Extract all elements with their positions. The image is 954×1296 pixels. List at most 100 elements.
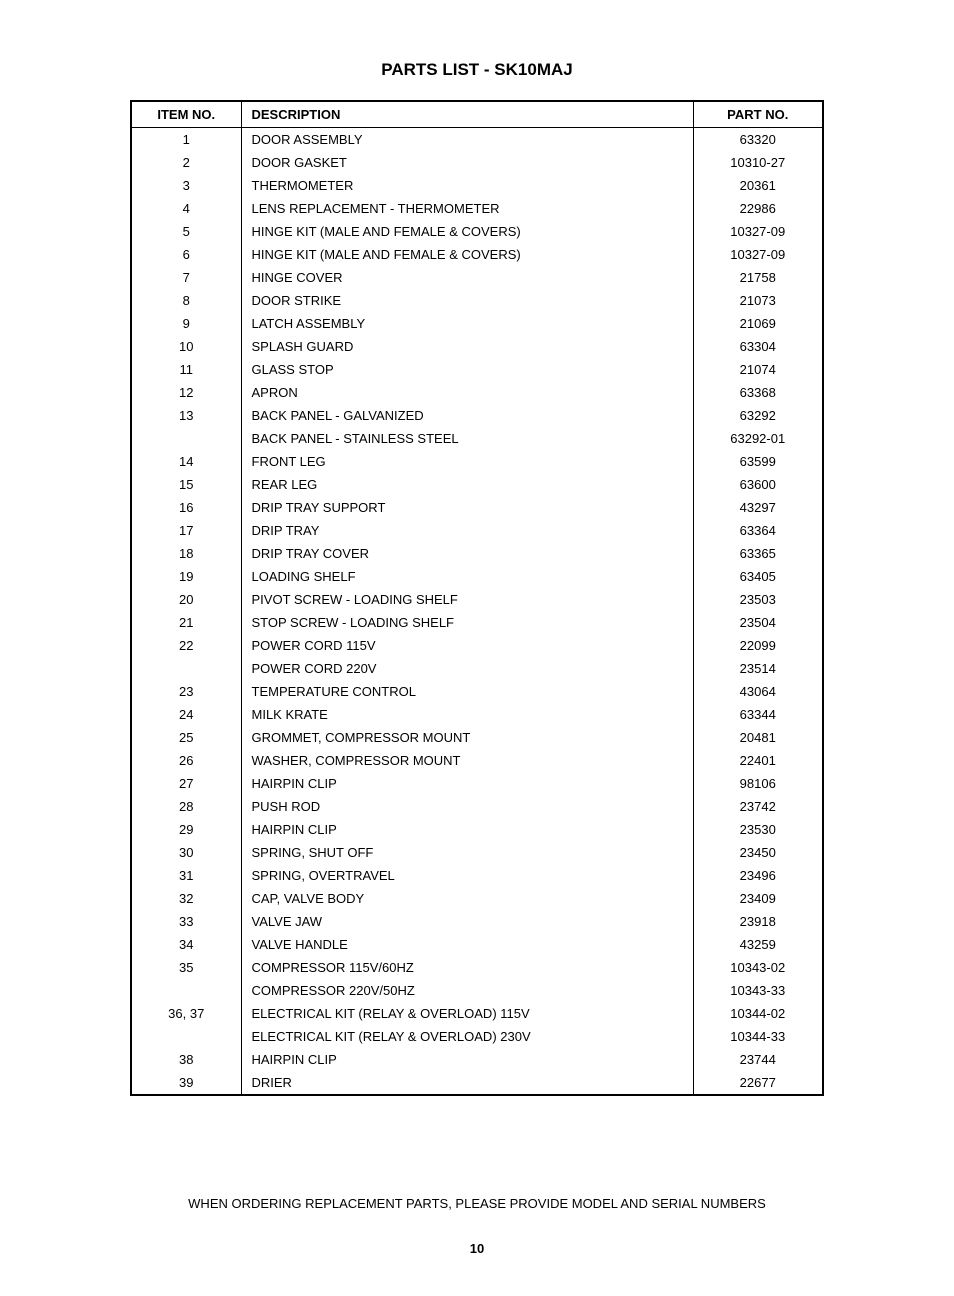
table-row: 5HINGE KIT (MALE AND FEMALE & COVERS)103… — [131, 220, 823, 243]
cell-item-no: 18 — [131, 542, 241, 565]
cell-item-no: 2 — [131, 151, 241, 174]
cell-part-no: 23450 — [693, 841, 823, 864]
page-number: 10 — [130, 1241, 824, 1256]
cell-description: PUSH ROD — [241, 795, 693, 818]
cell-part-no: 10343-33 — [693, 979, 823, 1002]
cell-item-no: 27 — [131, 772, 241, 795]
cell-description: LATCH ASSEMBLY — [241, 312, 693, 335]
cell-item-no: 31 — [131, 864, 241, 887]
cell-item-no: 8 — [131, 289, 241, 312]
cell-description: SPRING, OVERTRAVEL — [241, 864, 693, 887]
table-row: 17DRIP TRAY63364 — [131, 519, 823, 542]
cell-part-no: 22099 — [693, 634, 823, 657]
cell-item-no — [131, 979, 241, 1002]
cell-description: DOOR ASSEMBLY — [241, 128, 693, 152]
ordering-footnote: WHEN ORDERING REPLACEMENT PARTS, PLEASE … — [130, 1196, 824, 1211]
cell-item-no: 5 — [131, 220, 241, 243]
cell-item-no: 20 — [131, 588, 241, 611]
cell-description: GROMMET, COMPRESSOR MOUNT — [241, 726, 693, 749]
cell-item-no: 14 — [131, 450, 241, 473]
cell-item-no: 32 — [131, 887, 241, 910]
table-row: 21STOP SCREW - LOADING SHELF23504 — [131, 611, 823, 634]
cell-part-no: 63320 — [693, 128, 823, 152]
cell-part-no: 21069 — [693, 312, 823, 335]
cell-item-no: 35 — [131, 956, 241, 979]
cell-description: MILK KRATE — [241, 703, 693, 726]
cell-part-no: 63600 — [693, 473, 823, 496]
cell-item-no: 6 — [131, 243, 241, 266]
table-row: 33VALVE JAW23918 — [131, 910, 823, 933]
table-body: 1DOOR ASSEMBLY633202DOOR GASKET10310-273… — [131, 128, 823, 1096]
cell-item-no: 11 — [131, 358, 241, 381]
cell-part-no: 23742 — [693, 795, 823, 818]
cell-part-no: 63365 — [693, 542, 823, 565]
cell-item-no: 39 — [131, 1071, 241, 1095]
table-row: 26WASHER, COMPRESSOR MOUNT22401 — [131, 749, 823, 772]
cell-item-no: 28 — [131, 795, 241, 818]
cell-description: REAR LEG — [241, 473, 693, 496]
cell-part-no: 10344-02 — [693, 1002, 823, 1025]
cell-part-no: 20481 — [693, 726, 823, 749]
table-row: 25GROMMET, COMPRESSOR MOUNT20481 — [131, 726, 823, 749]
cell-item-no: 38 — [131, 1048, 241, 1071]
cell-description: POWER CORD 220V — [241, 657, 693, 680]
table-row: 36, 37ELECTRICAL KIT (RELAY & OVERLOAD) … — [131, 1002, 823, 1025]
table-row: ELECTRICAL KIT (RELAY & OVERLOAD) 230V10… — [131, 1025, 823, 1048]
cell-part-no: 10344-33 — [693, 1025, 823, 1048]
cell-part-no: 43259 — [693, 933, 823, 956]
cell-item-no: 4 — [131, 197, 241, 220]
cell-item-no: 19 — [131, 565, 241, 588]
cell-description: STOP SCREW - LOADING SHELF — [241, 611, 693, 634]
table-row: 16DRIP TRAY SUPPORT43297 — [131, 496, 823, 519]
cell-item-no: 16 — [131, 496, 241, 519]
cell-part-no: 10327-09 — [693, 243, 823, 266]
cell-item-no: 15 — [131, 473, 241, 496]
cell-part-no: 23744 — [693, 1048, 823, 1071]
table-row: 3THERMOMETER20361 — [131, 174, 823, 197]
cell-item-no: 3 — [131, 174, 241, 197]
cell-description: COMPRESSOR 220V/50HZ — [241, 979, 693, 1002]
table-row: 24MILK KRATE63344 — [131, 703, 823, 726]
cell-part-no: 63368 — [693, 381, 823, 404]
cell-item-no: 25 — [131, 726, 241, 749]
table-header: ITEM NO. DESCRIPTION PART NO. — [131, 101, 823, 128]
cell-description: THERMOMETER — [241, 174, 693, 197]
cell-description: HINGE COVER — [241, 266, 693, 289]
cell-part-no: 23918 — [693, 910, 823, 933]
table-row: 18DRIP TRAY COVER63365 — [131, 542, 823, 565]
cell-description: VALVE HANDLE — [241, 933, 693, 956]
table-row: 14FRONT LEG63599 — [131, 450, 823, 473]
cell-description: HAIRPIN CLIP — [241, 1048, 693, 1071]
cell-part-no: 43297 — [693, 496, 823, 519]
cell-description: FRONT LEG — [241, 450, 693, 473]
table-row: 28PUSH ROD23742 — [131, 795, 823, 818]
cell-part-no: 22677 — [693, 1071, 823, 1095]
table-row: 31SPRING, OVERTRAVEL23496 — [131, 864, 823, 887]
table-row: COMPRESSOR 220V/50HZ10343-33 — [131, 979, 823, 1002]
cell-item-no: 22 — [131, 634, 241, 657]
cell-item-no: 26 — [131, 749, 241, 772]
cell-item-no: 36, 37 — [131, 1002, 241, 1025]
header-description: DESCRIPTION — [241, 101, 693, 128]
cell-part-no: 21074 — [693, 358, 823, 381]
cell-description: DRIP TRAY COVER — [241, 542, 693, 565]
cell-description: VALVE JAW — [241, 910, 693, 933]
cell-description: HAIRPIN CLIP — [241, 818, 693, 841]
cell-description: DOOR GASKET — [241, 151, 693, 174]
cell-part-no: 63405 — [693, 565, 823, 588]
cell-item-no — [131, 657, 241, 680]
cell-part-no: 20361 — [693, 174, 823, 197]
cell-part-no: 63292 — [693, 404, 823, 427]
cell-description: SPLASH GUARD — [241, 335, 693, 358]
cell-item-no: 33 — [131, 910, 241, 933]
cell-description: DRIP TRAY SUPPORT — [241, 496, 693, 519]
cell-part-no: 10343-02 — [693, 956, 823, 979]
cell-part-no: 22986 — [693, 197, 823, 220]
cell-item-no: 12 — [131, 381, 241, 404]
cell-item-no: 30 — [131, 841, 241, 864]
cell-part-no: 23504 — [693, 611, 823, 634]
table-row: 34VALVE HANDLE43259 — [131, 933, 823, 956]
cell-description: HINGE KIT (MALE AND FEMALE & COVERS) — [241, 243, 693, 266]
cell-description: COMPRESSOR 115V/60HZ — [241, 956, 693, 979]
cell-description: GLASS STOP — [241, 358, 693, 381]
